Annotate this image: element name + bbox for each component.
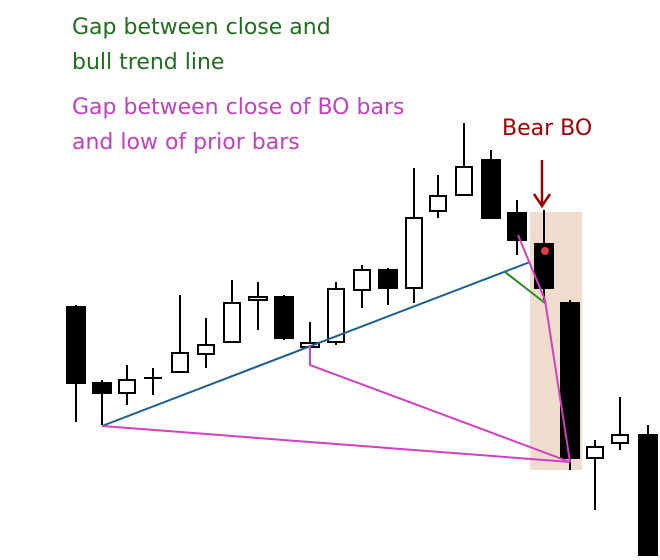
gap-lines — [101, 234, 571, 463]
gap-line — [504, 271, 546, 304]
trend-line — [101, 261, 531, 427]
marker — [541, 247, 549, 255]
annotation: Bear BO — [502, 116, 592, 141]
annotation: Gap between close of BO bars — [72, 95, 404, 120]
candles — [66, 123, 658, 556]
annotation: Gap between close and — [72, 15, 331, 40]
arrow — [532, 160, 552, 209]
annotation: bull trend line — [72, 50, 224, 75]
annotation: and low of prior bars — [72, 130, 300, 155]
